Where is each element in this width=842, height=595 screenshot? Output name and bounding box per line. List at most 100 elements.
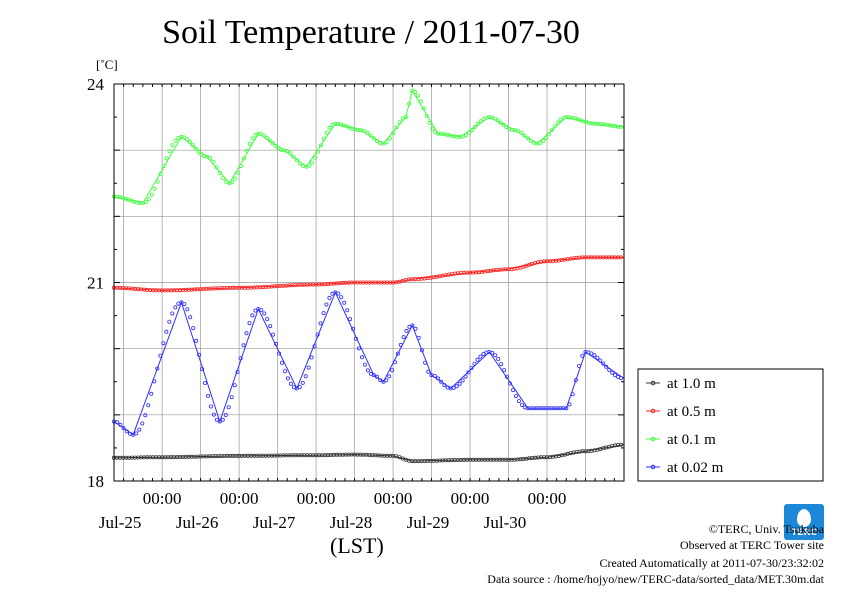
data-point [419, 348, 424, 353]
data-point [164, 329, 169, 334]
series-line [113, 89, 625, 204]
legend-label: at 0.5 m [667, 404, 716, 420]
data-point [601, 361, 606, 366]
data-point [368, 133, 373, 138]
data-point [241, 343, 246, 348]
data-point [170, 311, 175, 316]
data-point [191, 326, 196, 331]
data-point [407, 101, 412, 106]
data-point [457, 381, 462, 386]
data-point [371, 373, 376, 378]
series-at-1-0-m [112, 442, 625, 464]
data-point [384, 140, 389, 145]
data-point [179, 300, 184, 305]
legend-item: at 1.0 m [646, 376, 716, 392]
data-point [265, 316, 270, 321]
copyright-text: ©TERC, Univ. Tsukuba [708, 522, 824, 536]
data-point [467, 130, 472, 135]
data-point [513, 394, 518, 399]
data-point [400, 116, 405, 121]
data-point [267, 138, 272, 143]
data-point [318, 143, 323, 148]
data-point [570, 392, 575, 397]
created-text: Created Automatically at 2011-07-30/23:3… [599, 556, 824, 570]
data-point [324, 302, 329, 307]
data-point [167, 319, 172, 324]
data-point [619, 376, 624, 381]
data-point [294, 158, 299, 163]
data-point [270, 141, 275, 146]
data-point [490, 350, 495, 355]
data-point [208, 156, 213, 161]
data-point [546, 132, 551, 137]
data-point [397, 120, 402, 125]
data-point [137, 427, 142, 432]
data-point [173, 138, 178, 143]
data-point [507, 381, 512, 386]
data-point [538, 140, 543, 145]
data-point [430, 126, 435, 131]
data-point [167, 149, 172, 154]
data-point [403, 115, 408, 120]
x-tick-label: 00:00 [297, 489, 336, 508]
data-point [313, 155, 318, 160]
data-point [525, 136, 530, 141]
data-point [146, 403, 151, 408]
data-point [421, 106, 426, 111]
data-point [439, 379, 444, 384]
legend-item: at 0.5 m [646, 404, 716, 420]
data-point [529, 139, 534, 144]
legend-label: at 1.0 m [667, 376, 716, 392]
data-point [297, 384, 302, 389]
data-point [359, 355, 364, 360]
data-point [318, 321, 323, 326]
legend-marker [650, 380, 656, 386]
data-point [398, 342, 403, 347]
data-point [264, 135, 269, 140]
data-point [400, 456, 405, 461]
y-tick-label: 18 [87, 472, 104, 491]
data-point [493, 353, 498, 358]
data-point [158, 353, 163, 358]
data-point [188, 315, 193, 320]
data-point [351, 326, 356, 331]
data-point [426, 369, 431, 374]
data-point [345, 308, 350, 313]
data-point [516, 399, 521, 404]
data-point [492, 116, 497, 121]
legend-item: at 0.1 m [646, 432, 716, 448]
data-point [182, 302, 187, 307]
data-point [469, 128, 474, 133]
data-point [604, 364, 609, 369]
data-point [235, 369, 240, 374]
data-point [208, 404, 213, 409]
data-point [152, 186, 157, 191]
data-point [427, 120, 432, 125]
data-point [288, 151, 293, 156]
data-point [214, 417, 219, 422]
data-point [214, 165, 219, 170]
data-point [161, 163, 166, 168]
data-point [297, 161, 302, 166]
x-tick-label: 00:00 [220, 489, 259, 508]
data-point [348, 317, 353, 322]
data-point [362, 128, 367, 133]
x-axis-title: (LST) [330, 533, 384, 558]
data-point [336, 291, 341, 296]
data-point [261, 133, 266, 138]
data-point [146, 197, 151, 202]
data-point [374, 374, 379, 379]
series-line [113, 291, 625, 436]
data-point [306, 365, 311, 370]
data-point [416, 335, 421, 340]
data-point [519, 130, 524, 135]
data-point [152, 379, 157, 384]
data-point [435, 376, 440, 381]
data-point [303, 374, 308, 379]
data-point [378, 378, 383, 383]
legend-marker [650, 436, 656, 442]
data-point [310, 160, 315, 165]
series-line [113, 256, 624, 291]
data-point [504, 374, 509, 379]
data-point [238, 356, 243, 361]
